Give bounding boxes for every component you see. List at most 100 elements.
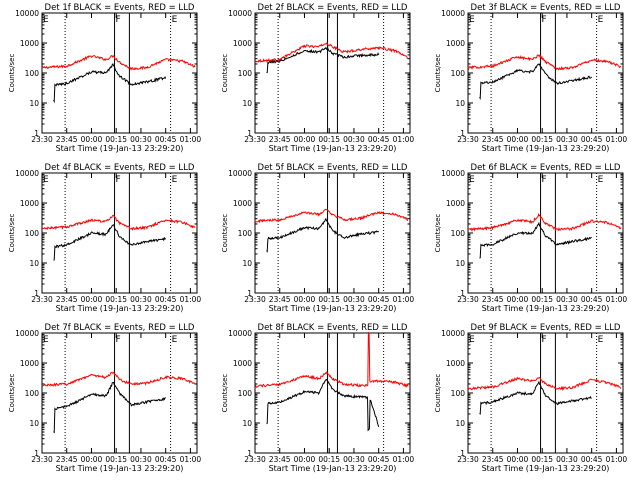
x-tick-label: 01:00: [606, 295, 628, 304]
x-tick-label: 00:00: [81, 455, 103, 464]
y-tick-label: 1: [460, 449, 465, 458]
x-tick-label: 00:15: [531, 135, 553, 144]
x-tick-label: 00:00: [81, 135, 103, 144]
x-tick-label: 00:30: [556, 295, 578, 304]
x-tick-label: 00:00: [507, 455, 529, 464]
x-tick-label: 00:45: [368, 135, 390, 144]
x-tick-label: 00:45: [581, 135, 603, 144]
black-series-line: [479, 63, 593, 101]
y-tick-label: 10: [29, 259, 39, 268]
x-tick-label: 23:30: [244, 135, 266, 144]
red-series-line: [254, 208, 409, 224]
x-tick-label: 00:15: [531, 455, 553, 464]
y-tick-label: 100: [238, 229, 253, 238]
x-tick-label: 00:15: [105, 135, 127, 144]
y-tick-label: 100: [451, 69, 466, 78]
y-tick-label: 1: [460, 129, 465, 138]
x-tick-label: 00:45: [155, 135, 177, 144]
panel-title: Det 8f BLACK = Events, RED = LLD: [258, 323, 408, 333]
black-series-line: [53, 63, 167, 104]
chart-panel-1: Det 1f BLACK = Events, RED = LLD 1 10 100 10…: [8, 3, 201, 153]
red-series-line: [467, 213, 622, 232]
black-series-line: [266, 217, 379, 253]
x-tick-label: 00:00: [294, 295, 316, 304]
panel-title: Det 4f BLACK = Events, RED = LLD: [45, 163, 195, 173]
x-tick-label: 00:45: [581, 295, 603, 304]
x-tick-label: 00:00: [507, 295, 529, 304]
y-tick-label: 10: [242, 99, 252, 108]
red-series-line: [41, 55, 196, 71]
x-tick-label: 23:45: [482, 135, 504, 144]
x-axis-label: Start Time (19-Jan-13 23:29:20): [56, 464, 184, 473]
y-tick-label: 100: [238, 389, 253, 398]
y-axis-label: Counts/sec: [8, 374, 16, 413]
black-series-line: [479, 380, 592, 415]
x-tick-label: 00:15: [318, 455, 340, 464]
x-tick-label: 01:00: [393, 455, 415, 464]
x-tick-label: 00:45: [368, 455, 390, 464]
x-tick-label: 00:30: [130, 455, 152, 464]
panel-title: Det 2f BLACK = Events, RED = LLD: [258, 3, 408, 13]
x-tick-label: 23:45: [482, 295, 504, 304]
x-tick-label: 00:15: [105, 455, 127, 464]
x-tick-label: 01:00: [180, 455, 202, 464]
x-axis-label: Start Time (19-Jan-13 23:29:20): [269, 304, 397, 313]
y-tick-label: 1000: [446, 199, 465, 208]
x-tick-label: 00:15: [318, 295, 340, 304]
x-tick-label: 23:30: [244, 455, 266, 464]
y-tick-label: 100: [25, 69, 40, 78]
red-series-line: [41, 371, 196, 387]
event-marker-label: F: [116, 335, 121, 345]
x-tick-label: 00:00: [81, 295, 103, 304]
y-tick-label: 1: [247, 129, 252, 138]
y-tick-label: 10: [29, 419, 39, 428]
chart-panel-6: Det 6f BLACK = Events, RED = LLD 1 10 100 10…: [434, 163, 627, 313]
x-tick-label: 23:30: [457, 295, 479, 304]
panel-title: Det 7f BLACK = Events, RED = LLD: [45, 323, 195, 333]
x-tick-label: 00:15: [318, 135, 340, 144]
y-axis-label: Counts/sec: [8, 54, 16, 93]
x-tick-label: 23:30: [457, 135, 479, 144]
x-tick-label: 00:30: [343, 135, 365, 144]
y-axis-label: Counts/sec: [434, 214, 442, 253]
red-series-line: [467, 54, 622, 71]
y-axis-label: Counts/sec: [434, 374, 442, 413]
event-marker-label: E: [598, 15, 604, 25]
event-marker-label: E: [172, 175, 178, 185]
x-tick-label: 23:45: [269, 455, 291, 464]
event-marker-label: E: [172, 335, 178, 345]
y-tick-label: 10000: [441, 9, 465, 18]
x-tick-label: 01:00: [393, 295, 415, 304]
x-tick-label: 23:45: [56, 135, 78, 144]
event-marker-label: E: [172, 15, 178, 25]
x-tick-label: 23:45: [56, 455, 78, 464]
chart-panel-5: Det 5f BLACK = Events, RED = LLD 1 10 100 10…: [221, 163, 414, 313]
x-axis-label: Start Time (19-Jan-13 23:29:20): [269, 464, 397, 473]
chart-panel-7: Det 7f BLACK = Events, RED = LLD 1 10 100 10…: [8, 323, 201, 473]
x-tick-label: 00:00: [294, 455, 316, 464]
x-tick-label: 01:00: [180, 295, 202, 304]
y-tick-label: 100: [25, 389, 40, 398]
red-series-line: [254, 331, 409, 388]
event-marker-label: F: [542, 335, 547, 345]
event-marker-label: E: [43, 175, 49, 185]
x-tick-label: 23:45: [482, 455, 504, 464]
x-tick-label: 00:00: [507, 135, 529, 144]
y-tick-label: 1000: [233, 199, 252, 208]
x-tick-label: 00:30: [343, 455, 365, 464]
y-tick-label: 10: [455, 99, 465, 108]
x-tick-label: 00:45: [368, 295, 390, 304]
panel-title: Det 1f BLACK = Events, RED = LLD: [45, 3, 195, 13]
y-tick-label: 10: [242, 259, 252, 268]
y-tick-label: 1: [34, 449, 39, 458]
y-tick-label: 10000: [441, 329, 465, 338]
x-tick-label: 23:30: [31, 455, 53, 464]
x-axis-label: Start Time (19-Jan-13 23:29:20): [269, 144, 397, 153]
y-tick-label: 1000: [20, 39, 39, 48]
event-marker-label: F: [116, 175, 121, 185]
event-marker-label: F: [542, 175, 547, 185]
chart-panel-9: Det 9f BLACK = Events, RED = LLD 1 10 100 10…: [434, 323, 627, 473]
y-tick-label: 1000: [20, 199, 39, 208]
x-tick-label: 00:30: [130, 135, 152, 144]
x-axis-label: Start Time (19-Jan-13 23:29:20): [482, 304, 610, 313]
